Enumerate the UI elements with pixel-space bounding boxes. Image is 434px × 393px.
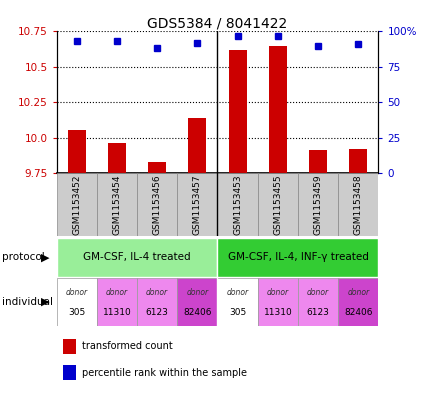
Text: GSM1153453: GSM1153453: [233, 174, 242, 235]
Bar: [67, 130, 85, 173]
Text: 6123: 6123: [145, 308, 168, 317]
Text: GSM1153458: GSM1153458: [353, 174, 362, 235]
Text: 6123: 6123: [306, 308, 329, 317]
Bar: [56, 278, 97, 326]
Bar: [177, 278, 217, 326]
Bar: [217, 173, 257, 236]
Bar: [97, 278, 137, 326]
Bar: [297, 173, 338, 236]
Text: GSM1153455: GSM1153455: [273, 174, 282, 235]
Bar: [56, 238, 217, 277]
Bar: [349, 149, 367, 173]
Bar: [96, 173, 137, 236]
Text: donor: donor: [105, 288, 128, 297]
Text: GM-CSF, IL-4, INF-γ treated: GM-CSF, IL-4, INF-γ treated: [227, 252, 368, 263]
Bar: [308, 150, 326, 173]
Text: 11310: 11310: [263, 308, 292, 317]
Bar: [268, 46, 286, 173]
Text: GSM1153457: GSM1153457: [192, 174, 201, 235]
Bar: [257, 278, 297, 326]
Text: donor: donor: [146, 288, 168, 297]
Text: ▶: ▶: [41, 252, 50, 263]
Text: GSM1153456: GSM1153456: [152, 174, 161, 235]
Bar: [257, 173, 297, 236]
Text: GM-CSF, IL-4 treated: GM-CSF, IL-4 treated: [83, 252, 191, 263]
Text: transformed count: transformed count: [82, 342, 173, 351]
Text: GSM1153454: GSM1153454: [112, 174, 121, 235]
Bar: [63, 339, 76, 354]
Bar: [297, 278, 338, 326]
Text: percentile rank within the sample: percentile rank within the sample: [82, 368, 247, 378]
Text: 11310: 11310: [102, 308, 131, 317]
Text: 82406: 82406: [343, 308, 372, 317]
Text: individual: individual: [2, 297, 53, 307]
Text: donor: donor: [346, 288, 368, 297]
Text: donor: donor: [266, 288, 288, 297]
Bar: [217, 278, 257, 326]
Bar: [137, 278, 177, 326]
Bar: [338, 278, 378, 326]
Bar: [188, 118, 206, 173]
Text: GSM1153452: GSM1153452: [72, 174, 81, 235]
Bar: [108, 143, 126, 173]
Text: protocol: protocol: [2, 252, 45, 263]
Text: 305: 305: [228, 308, 246, 317]
Bar: [63, 365, 76, 380]
Text: 305: 305: [68, 308, 85, 317]
Text: donor: donor: [306, 288, 329, 297]
Bar: [217, 238, 378, 277]
Bar: [137, 173, 177, 236]
Text: 82406: 82406: [183, 308, 211, 317]
Bar: [177, 173, 217, 236]
Text: ▶: ▶: [41, 297, 50, 307]
Title: GDS5384 / 8041422: GDS5384 / 8041422: [147, 16, 287, 30]
Text: donor: donor: [226, 288, 248, 297]
Text: donor: donor: [66, 288, 88, 297]
Bar: [228, 50, 246, 173]
Bar: [338, 173, 378, 236]
Text: GSM1153459: GSM1153459: [313, 174, 322, 235]
Bar: [148, 162, 166, 173]
Bar: [56, 173, 97, 236]
Text: donor: donor: [186, 288, 208, 297]
